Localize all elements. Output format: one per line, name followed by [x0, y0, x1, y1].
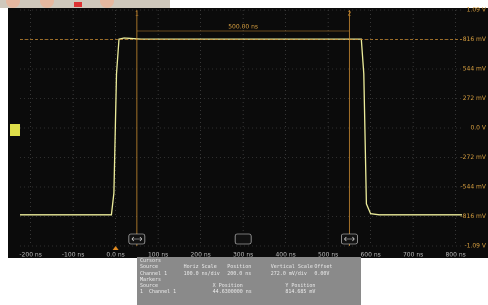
y-tick-label: 1.09 V	[467, 7, 487, 14]
scope-display: 1.09 V 816 mV 544 mV 272 mV 0.0 V -272 mV -544…	[0, 0, 488, 258]
y-tick-label: 816 mV	[463, 36, 487, 43]
y-tick-label: 544 mV	[463, 66, 487, 73]
y-tick-label: 0.0 V	[470, 125, 486, 132]
y-tick-label: -272 mV	[461, 154, 487, 161]
page: {"chart_data":{"type":"line", "x":[-225,…	[0, 0, 488, 305]
scope-background	[8, 8, 488, 258]
y-tick-label: -544 mV	[461, 184, 487, 191]
x-tick-label: 700 ns	[403, 252, 423, 259]
center-handle[interactable]	[235, 234, 251, 244]
x-tick-label: 0.0 ns	[106, 252, 124, 259]
x-tick-label: -100 ns	[62, 252, 84, 259]
cell: 1 Channel 1	[140, 289, 213, 295]
y-tick-label: -1.09 V	[464, 243, 486, 250]
cell: 44.6300000 ns	[213, 289, 286, 295]
cursor-label: 2	[347, 11, 351, 18]
x-tick-label: -200 ns	[19, 252, 41, 259]
y-tick-label: -816 mV	[461, 213, 487, 220]
cursor-label: 1	[135, 11, 139, 18]
y-tick-label: 272 mV	[463, 95, 487, 102]
channel-badge[interactable]	[10, 124, 20, 136]
cell: 814.685 mV	[285, 289, 358, 295]
cursor-delta: 500.00 ns	[228, 24, 258, 31]
x-tick-label: 600 ns	[360, 252, 380, 259]
x-tick-label: 800 ns	[445, 252, 465, 259]
